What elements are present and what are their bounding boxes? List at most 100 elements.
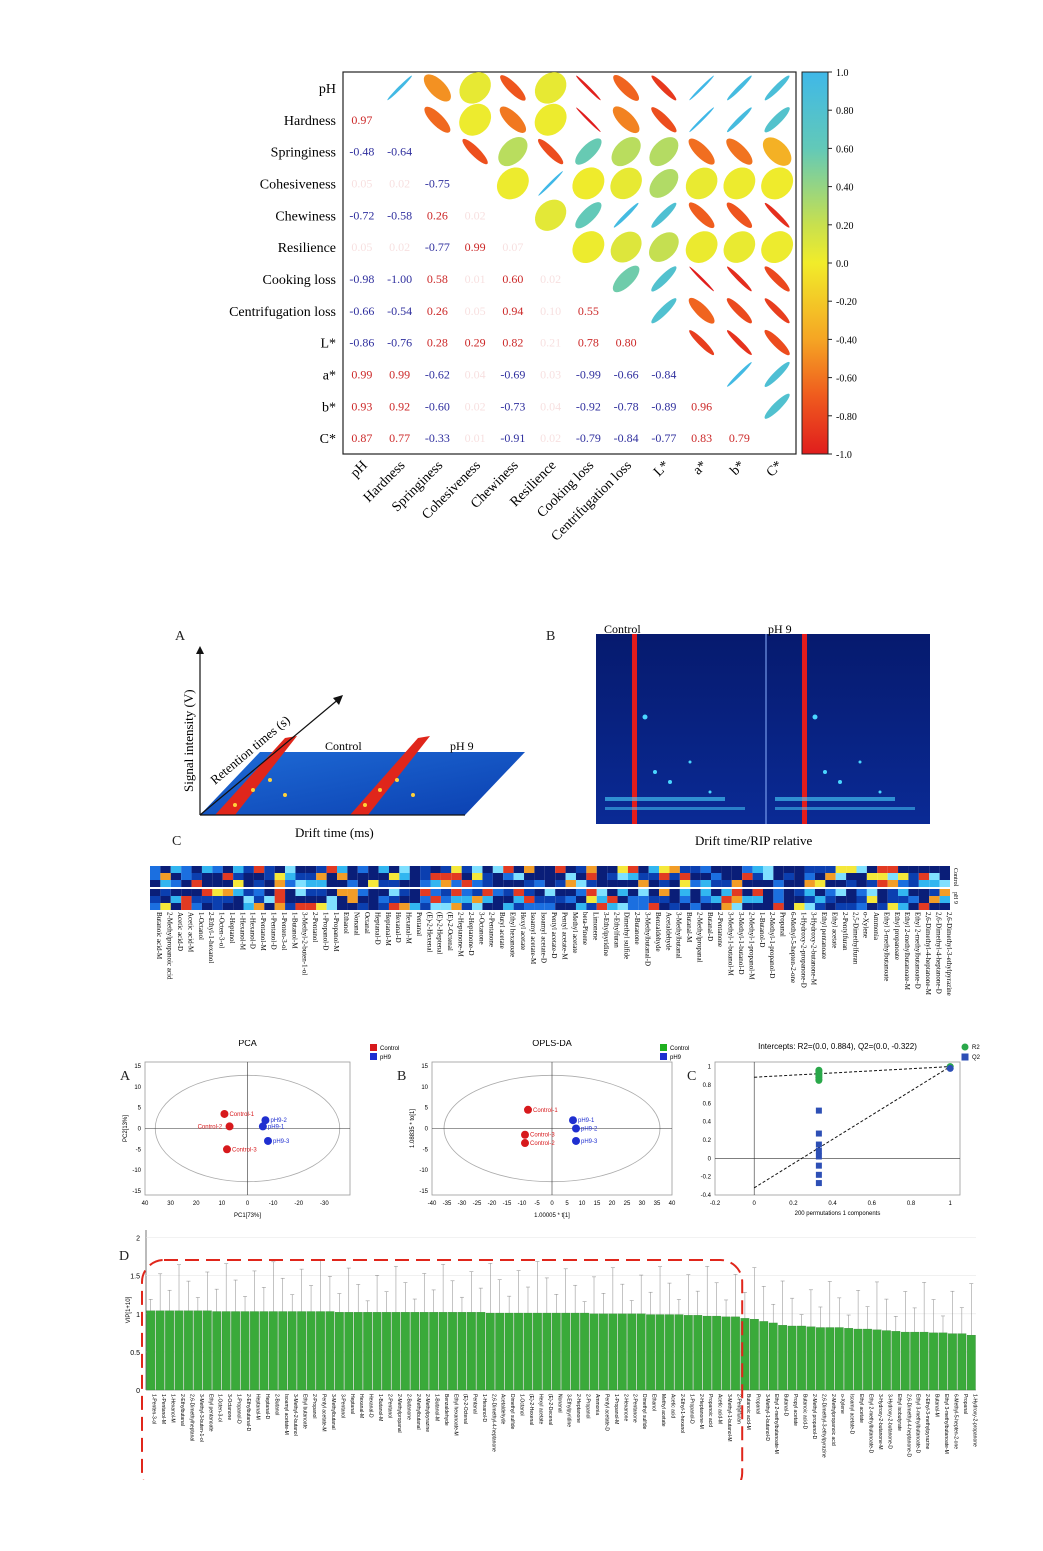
- corr-value: 0.01: [465, 272, 486, 286]
- fingerprint-cell: [617, 896, 628, 903]
- fingerprint-compound: 2-Pentanol: [311, 912, 319, 942]
- fingerprint-cell: [513, 873, 525, 880]
- fingerprint-cell: [607, 889, 618, 896]
- fingerprint-cell: [690, 896, 701, 903]
- fingerprint-cell: [534, 889, 545, 896]
- fig3-label-b: B: [397, 1069, 407, 1084]
- fingerprint-cell: [534, 880, 545, 887]
- fingerprint-cell: [430, 880, 441, 887]
- q2-point: [815, 1180, 822, 1187]
- spectrum-plane: [200, 752, 525, 815]
- vip-compound-label: Ethyl 2-methylbutanoate-D: [868, 1394, 874, 1454]
- corr-value: 0.29: [465, 336, 486, 350]
- colorbar-tick-label: 0.20: [836, 221, 854, 232]
- fingerprint-cell: [814, 873, 826, 880]
- fingerprint-cell: [472, 896, 483, 903]
- fingerprint-cell: [731, 866, 743, 873]
- vip-compound-label: Propanal: [962, 1394, 968, 1414]
- fingerprint-cell: [243, 889, 254, 896]
- fingerprint-cell: [222, 889, 234, 896]
- fig2a-3d-spectrum: Signal intensity (V) Retention times (s)…: [181, 646, 525, 840]
- fingerprint-cell: [887, 896, 899, 903]
- fig3-label-d: D: [119, 1249, 130, 1264]
- fingerprint-cell: [357, 903, 369, 910]
- fingerprint-cell: [783, 880, 795, 887]
- fingerprint-cell: [461, 889, 473, 896]
- corr-ellipse: [726, 298, 752, 324]
- fingerprint-cell: [544, 873, 556, 880]
- fingerprint-cell: [762, 873, 774, 880]
- y-tick-label: 1.5: [130, 1274, 140, 1281]
- corr-ellipse: [575, 202, 602, 229]
- fingerprint-cell: [337, 896, 348, 903]
- vip-bar: [467, 1312, 476, 1391]
- fingerprint-cell: [243, 873, 254, 880]
- fingerprint-cell: [524, 880, 535, 887]
- fingerprint-cell: [295, 896, 306, 903]
- x-tick-label: -0.2: [710, 1201, 721, 1207]
- vip-bar-chart: 2 1.5 1 0.5 0 VIP[1+10] 1-Penten-3-ol 1-Pentano…: [126, 1230, 977, 1480]
- corr-value: 0.01: [465, 431, 486, 445]
- fingerprint-compound: 6-Methyl-5-hepten-2-one: [789, 912, 797, 983]
- legend-swatch: [961, 1043, 969, 1051]
- corr-ellipse: [761, 231, 794, 264]
- vip-compound-label: (E)-2-Hexenal: [528, 1394, 534, 1425]
- fingerprint-cell: [575, 880, 587, 887]
- fingerprint-cell: [461, 866, 473, 873]
- vip-compound-label: 2-Methyl propanol-D: [811, 1394, 817, 1440]
- fingerprint-cell: [669, 866, 680, 873]
- corr-value: -0.89: [651, 399, 676, 413]
- colorbar-tick-label: -0.80: [836, 412, 857, 423]
- fingerprint-cell: [295, 866, 306, 873]
- corr-value: 0.05: [351, 240, 372, 254]
- fingerprint-cell: [409, 903, 421, 910]
- fingerprint-cell: [762, 889, 774, 896]
- corr-value: 0.60: [502, 272, 523, 286]
- fingerprint-compound: Ethyl pentanoate: [820, 912, 828, 959]
- fingerprint-cell: [773, 903, 784, 910]
- q2-point: [946, 1064, 954, 1072]
- b-ph9-label: pH 9: [768, 622, 792, 636]
- vip-compound-label: 2-Methylbutanal: [415, 1394, 421, 1430]
- x-tick-label: 40: [142, 1201, 149, 1207]
- fingerprint-cell: [586, 866, 597, 873]
- fingerprint-cell: [316, 866, 327, 873]
- legend-label: Control: [670, 1046, 689, 1052]
- fingerprint-cell: [575, 866, 587, 873]
- vip-bar: [853, 1328, 863, 1391]
- fingerprint-compound: 3-Octanone: [477, 912, 485, 945]
- fingerprint-cell: [908, 889, 919, 896]
- q2-regression-line: [753, 1066, 951, 1189]
- corr-ellipse: [764, 75, 790, 101]
- fingerprint-cell: [866, 873, 878, 880]
- fingerprint-cell: [399, 903, 410, 910]
- vip-bar: [485, 1312, 495, 1391]
- fingerprint-compound: 1-Pentanol-M: [259, 912, 267, 952]
- y-tick-label: 0: [136, 1388, 140, 1395]
- vip-compound-label: 2,6-Dimethylheptanal: [188, 1394, 194, 1441]
- fingerprint-cell: [378, 880, 389, 887]
- fingerprint-cell: [700, 873, 712, 880]
- fingerprint-cell: [762, 880, 774, 887]
- corr-value: 0.94: [502, 304, 523, 318]
- y-tick-label: 15: [134, 1064, 141, 1070]
- vip-bar: [646, 1314, 655, 1391]
- fingerprint-cell: [669, 889, 680, 896]
- fingerprint-cell: [929, 880, 940, 887]
- x-tick-label: -30: [458, 1201, 467, 1207]
- fingerprint-cell: [409, 889, 421, 896]
- corr-value: 0.26: [427, 304, 448, 318]
- fingerprint-compound: Heptanal-D: [373, 912, 381, 945]
- fingerprint-cell: [150, 903, 161, 910]
- fig3-label-a: A: [120, 1069, 131, 1084]
- y-tick-label: 15: [421, 1064, 428, 1070]
- x-tick-label: 0: [753, 1201, 757, 1207]
- corr-cells: 0.97 -0.48 -0.64 0.05 0.02 -0.75 -0.72 -0.58 0.2…: [349, 72, 794, 445]
- vip-bar: [504, 1312, 514, 1391]
- score-point: [572, 1136, 580, 1145]
- x-tick-label: 10: [219, 1201, 226, 1207]
- x-tick-label: 5: [565, 1201, 569, 1207]
- fingerprint-cell: [565, 866, 576, 873]
- vip-compound-label: Benzaldehyde: [443, 1394, 449, 1426]
- corr-value: 0.02: [465, 399, 486, 413]
